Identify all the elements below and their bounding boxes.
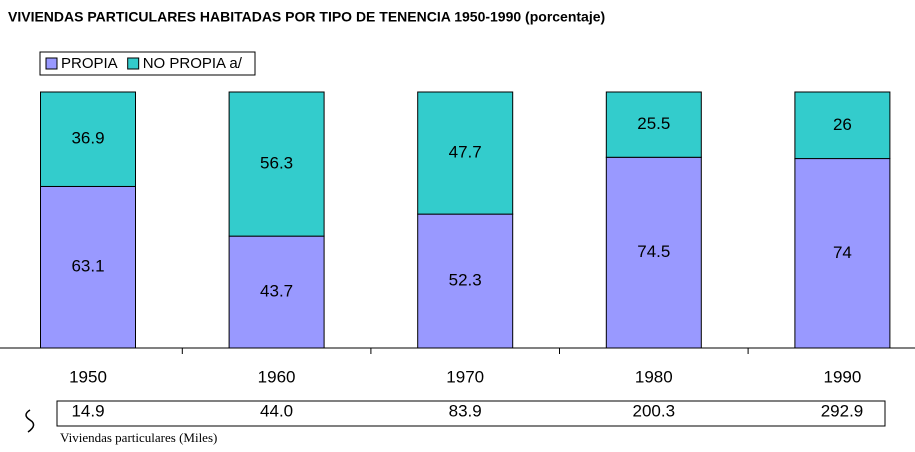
data-label: 36.9 — [71, 129, 104, 148]
legend-swatch — [127, 57, 140, 70]
table-value: 44.0 — [260, 401, 293, 420]
legend-swatch — [45, 57, 58, 70]
table-label: Viviendas particulares (Miles) — [60, 430, 217, 445]
x-tick-label: 1990 — [823, 367, 861, 386]
legend-label: NO PROPIA a/ — [143, 55, 243, 72]
bar-segment — [605, 156, 702, 349]
bar-segment — [40, 91, 136, 187]
bar-segment — [40, 185, 136, 349]
chart-title: VIVIENDAS PARTICULARES HABITADAS POR TIP… — [8, 9, 605, 25]
data-label: 26 — [833, 115, 852, 134]
x-tick-label: 1970 — [446, 367, 484, 386]
data-label: 56.3 — [260, 154, 293, 173]
bar-segment — [794, 91, 891, 160]
table-value: 83.9 — [449, 401, 482, 420]
data-label: 74 — [833, 243, 852, 262]
data-label: 47.7 — [449, 143, 482, 162]
data-label: 74.5 — [637, 242, 670, 261]
table-box — [56, 400, 886, 427]
bar-segment — [228, 235, 325, 349]
data-label: 25.5 — [637, 114, 670, 133]
x-tick-label: 1980 — [635, 367, 673, 386]
bar-segment — [794, 158, 891, 349]
table-value: 14.9 — [71, 401, 104, 420]
x-tick-label: 1950 — [69, 367, 107, 386]
legend-box — [39, 51, 256, 76]
table-value: 200.3 — [633, 401, 676, 420]
bar-segment — [417, 91, 514, 215]
bar-segment — [417, 213, 514, 349]
data-label: 43.7 — [260, 282, 293, 301]
bar-segment — [605, 91, 702, 158]
data-label: 52.3 — [449, 271, 482, 290]
legend-label: PROPIA — [61, 55, 118, 72]
table-value: 292.9 — [821, 401, 864, 420]
symbol — [25, 409, 35, 433]
data-label: 63.1 — [71, 257, 104, 276]
x-tick-label: 1960 — [258, 367, 296, 386]
bar-segment — [228, 91, 325, 237]
